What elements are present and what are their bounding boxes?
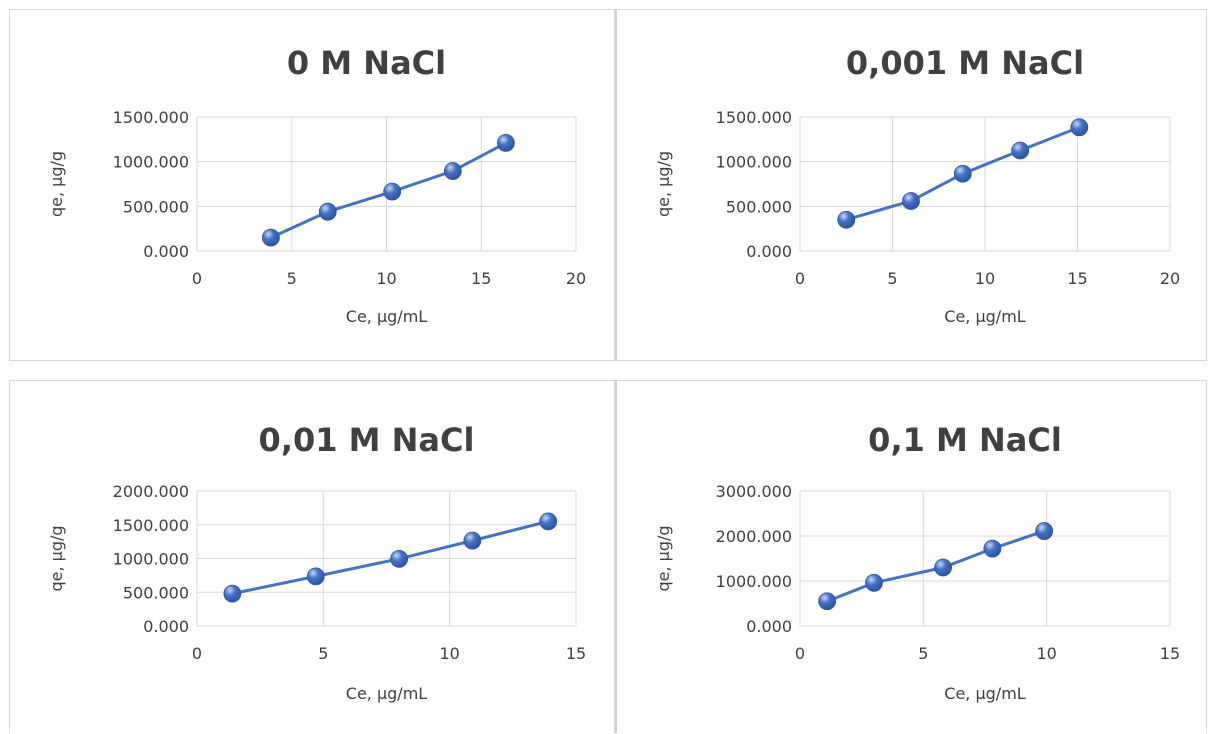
x-tick-label: 5 — [287, 269, 297, 288]
x-tick-label: 0 — [795, 644, 805, 663]
y-tick-label: 1000.000 — [113, 153, 189, 172]
data-point — [539, 512, 558, 531]
data-point — [306, 567, 325, 586]
y-tick-label: 1000.000 — [716, 153, 792, 172]
data-point — [318, 202, 337, 221]
chart-svg: 0 M NaCl 0.000 500.000 1000.000 1500.000 0 5 10… — [47, 44, 586, 326]
y-tick-label: 0.000 — [746, 242, 792, 261]
x-tick-label: 0 — [192, 644, 202, 663]
x-axis-label: Ce, µg/mL — [944, 307, 1026, 326]
y-tick-label: 500.000 — [123, 197, 189, 216]
data-point — [390, 549, 409, 568]
y-tick-label: 1000.000 — [716, 572, 792, 591]
x-tick-label: 15 — [471, 269, 491, 288]
y-tick-label: 500.000 — [726, 197, 792, 216]
y-tick-label: 0.000 — [746, 617, 792, 636]
y-tick-label: 2000.000 — [113, 482, 189, 501]
y-axis-label: qe, µg/g — [47, 525, 66, 591]
x-tick-label: 20 — [1160, 269, 1180, 288]
x-tick-label: 15 — [566, 644, 586, 663]
y-tick-label: 0.000 — [143, 242, 189, 261]
data-point — [223, 584, 242, 603]
x-axis-label: Ce, µg/mL — [346, 684, 428, 703]
chart-panel-01m: 0,1 M NaCl 0.000 1000.000 2000.000 3000.000 0… — [615, 380, 1207, 733]
x-tick-label: 0 — [192, 269, 202, 288]
x-axis-label: Ce, µg/mL — [346, 307, 428, 326]
data-point — [934, 558, 952, 577]
y-tick-label: 1500.000 — [113, 516, 189, 535]
y-tick-label: 500.000 — [123, 583, 189, 602]
x-tick-label: 10 — [975, 269, 995, 288]
y-axis-label: qe, µg/g — [47, 151, 66, 217]
data-point — [837, 210, 856, 229]
x-tick-label: 0 — [795, 269, 805, 288]
data-point — [953, 164, 972, 183]
x-tick-label: 15 — [1160, 644, 1180, 663]
data-point — [262, 228, 280, 247]
x-tick-label: 10 — [1036, 644, 1056, 663]
y-tick-label: 2000.000 — [716, 527, 792, 546]
x-tick-label: 5 — [887, 269, 897, 288]
chart-panel-001m: 0,01 M NaCl 0.000 500.000 1000.000 1500.000 2… — [9, 380, 615, 733]
x-tick-label: 10 — [376, 269, 396, 288]
data-point — [865, 573, 883, 592]
data-point — [818, 592, 837, 611]
data-point — [496, 134, 515, 152]
data-point — [1070, 118, 1089, 137]
y-tick-label: 1500.000 — [113, 108, 189, 127]
chart-svg: 0,1 M NaCl 0.000 1000.000 2000.000 3000.000 0… — [654, 421, 1180, 703]
data-point — [443, 162, 462, 180]
data-point — [463, 531, 482, 550]
x-tick-label: 5 — [918, 644, 928, 663]
chart-panel-0001m: 0,001 M NaCl 0.000 500.000 1000.000 1500.000… — [615, 9, 1207, 361]
y-tick-label: 3000.000 — [716, 482, 792, 501]
chart-title: 0 M NaCl — [287, 44, 446, 82]
chart-title: 0,01 M NaCl — [259, 421, 475, 459]
chart-title: 0,1 M NaCl — [868, 421, 1062, 459]
chart-svg: 0,001 M NaCl 0.000 500.000 1000.000 1500.000… — [654, 44, 1180, 326]
data-point — [1011, 141, 1030, 160]
data-point — [902, 192, 920, 210]
chart-title: 0,001 M NaCl — [846, 44, 1084, 82]
y-tick-label: 1500.000 — [716, 108, 792, 127]
y-tick-label: 1000.000 — [113, 550, 189, 569]
x-axis-label: Ce, µg/mL — [944, 684, 1026, 703]
data-point — [983, 539, 1002, 558]
x-tick-label: 5 — [318, 644, 328, 663]
x-tick-label: 15 — [1067, 269, 1087, 288]
x-tick-label: 10 — [439, 644, 459, 663]
y-axis-label: qe, µg/g — [654, 151, 673, 217]
chart-panel-0m: 0 M NaCl 0.000 500.000 1000.000 1500.000 0 5 10… — [9, 9, 615, 361]
data-point — [383, 182, 402, 201]
series-line — [232, 519, 549, 596]
y-axis-label: qe, µg/g — [654, 525, 673, 591]
x-tick-label: 20 — [566, 269, 586, 288]
data-point — [1035, 522, 1054, 540]
chart-svg: 0,01 M NaCl 0.000 500.000 1000.000 1500.000 2… — [47, 421, 586, 703]
y-tick-label: 0.000 — [143, 617, 189, 636]
